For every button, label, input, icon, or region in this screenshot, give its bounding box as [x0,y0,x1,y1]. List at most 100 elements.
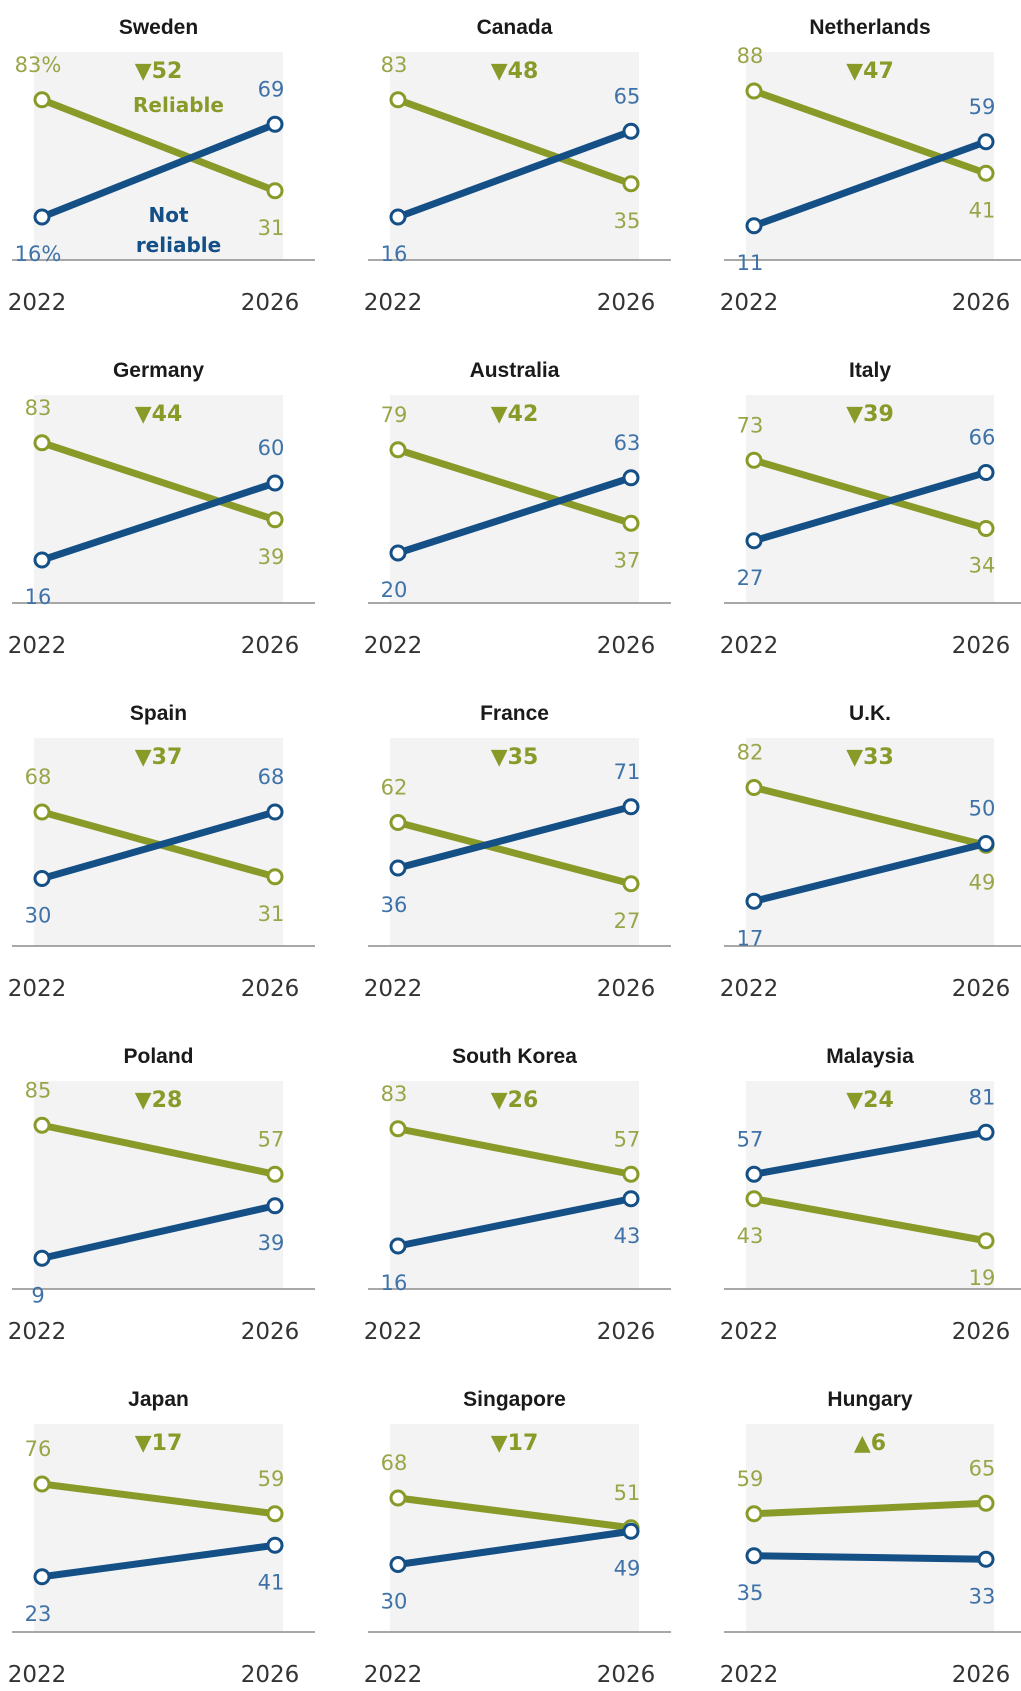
data-label-not-reliable-2026: 66 [969,426,996,450]
plot-background [746,395,994,603]
panel-italy: Italy ▼39 2022 2026 73 34 27 66 [720,359,1021,659]
data-label-not-reliable-2022: 16% [15,242,62,266]
data-label-reliable-2022: 83 [381,53,408,77]
point-reliable-2022 [745,779,763,796]
point-reliable-2022 [745,82,763,100]
chart-title: Japan [128,1388,189,1411]
chart-title: Singapore [463,1388,566,1411]
data-label-reliable-2022: 82 [737,741,764,765]
point-not-reliable-2026 [266,803,284,821]
series-label-not-reliable: Not reliable [136,203,221,257]
change-indicator: ▼42 [491,402,539,427]
data-label-not-reliable-2022: 57 [737,1127,764,1151]
point-not-reliable-2026 [977,1550,995,1568]
point-reliable-2026 [622,514,640,532]
series-line-not-reliable [750,1552,990,1563]
chart-title: Hungary [827,1388,913,1411]
point-reliable-2022 [389,91,407,109]
x-tick-label-2022: 2022 [364,976,423,1002]
x-tick-label-2026: 2026 [241,290,300,316]
panel-france: France ▼35 2022 2026 62 27 36 71 [364,702,671,1002]
data-label-reliable-2026: 57 [614,1127,641,1151]
data-label-reliable-2026: 37 [614,548,641,572]
data-label-not-reliable-2026: 81 [969,1085,996,1109]
plot-background [746,738,994,946]
series-line-reliable [394,1125,635,1178]
data-label-reliable-2022: 83 [381,1082,408,1106]
series-line-reliable [38,1480,279,1518]
point-not-reliable-2022 [745,892,763,910]
data-label-reliable-2026: 19 [969,1266,996,1290]
panel-netherlands: Netherlands ▼47 2022 2026 88 41 11 59 [720,16,1021,316]
point-not-reliable-2026 [622,1522,640,1540]
x-tick-label-2022: 2022 [720,976,779,1002]
point-reliable-2026 [977,164,995,182]
x-tick-label-2022: 2022 [720,1662,779,1688]
point-not-reliable-2026 [977,464,995,481]
chart-title: U.K. [849,702,891,725]
point-reliable-2026 [977,520,995,537]
data-label-reliable-2022: 43 [737,1224,764,1248]
data-label-not-reliable-2026: 39 [258,1231,285,1255]
data-label-not-reliable-2026: 69 [258,77,285,101]
point-not-reliable-2026 [977,1123,995,1141]
point-not-reliable-2026 [266,1197,284,1215]
x-tick-label-2026: 2026 [952,633,1011,659]
change-indicator: ▼47 [846,59,894,84]
change-indicator: ▼39 [846,402,894,427]
panel-japan: Japan ▼17 2022 2026 76 59 23 41 [8,1388,315,1688]
data-label-reliable-2026: 57 [258,1127,285,1151]
plot-background [390,1424,639,1632]
data-label-reliable-2022: 83 [25,396,52,420]
chart-title: Italy [849,359,891,382]
x-tick-label-2026: 2026 [241,633,300,659]
x-tick-label-2026: 2026 [952,1319,1011,1345]
series-line-not-reliable [394,127,635,221]
x-tick-label-2026: 2026 [241,1662,300,1688]
point-not-reliable-2022 [389,544,407,562]
data-label-reliable-2026: 27 [614,909,641,933]
x-tick-label-2022: 2022 [8,633,67,659]
data-label-reliable-2026: 59 [258,1467,285,1491]
series-line-reliable [38,96,279,195]
x-tick-label-2026: 2026 [597,1662,656,1688]
x-tick-label-2026: 2026 [597,633,656,659]
data-label-not-reliable-2022: 16 [381,242,408,266]
data-label-reliable-2026: 31 [258,216,285,240]
point-reliable-2026 [266,1165,284,1183]
x-tick-label-2022: 2022 [720,290,779,316]
plot-background [34,395,283,603]
point-reliable-2022 [389,1120,407,1138]
series-line-reliable [750,1499,990,1518]
point-not-reliable-2026 [266,115,284,133]
point-reliable-2022 [33,91,51,109]
x-tick-label-2022: 2022 [364,633,423,659]
data-label-reliable-2022: 85 [25,1078,52,1102]
change-indicator: ▼26 [491,1088,539,1113]
chart-title: Sweden [119,16,198,39]
point-not-reliable-2022 [389,1237,407,1255]
change-indicator: ▼17 [135,1431,183,1456]
change-indicator: ▼44 [135,402,183,427]
x-tick-label-2026: 2026 [241,976,300,1002]
series-line-not-reliable [38,808,279,882]
series-line-reliable [394,446,635,527]
point-not-reliable-2026 [622,122,640,140]
data-label-not-reliable-2026: 43 [614,1224,641,1248]
data-label-not-reliable-2022: 16 [381,1271,408,1295]
point-reliable-2026 [266,868,284,886]
point-reliable-2026 [266,182,284,200]
series-line-not-reliable [38,1202,279,1262]
panel-u-k: U.K. ▼33 2022 2026 82 49 17 50 [720,702,1021,1002]
series-line-reliable [38,439,279,524]
data-label-reliable-2026: 65 [969,1456,996,1480]
data-label-not-reliable-2026: 41 [258,1570,285,1594]
panel-australia: Australia ▼42 2022 2026 79 37 20 63 [364,359,671,659]
point-reliable-2022 [389,441,407,459]
panel-south-korea: South Korea ▼26 2022 2026 83 57 16 43 [364,1045,671,1345]
change-indicator: ▼37 [135,745,183,770]
point-reliable-2026 [622,175,640,193]
plot-background [390,395,639,603]
point-not-reliable-2026 [977,835,995,852]
